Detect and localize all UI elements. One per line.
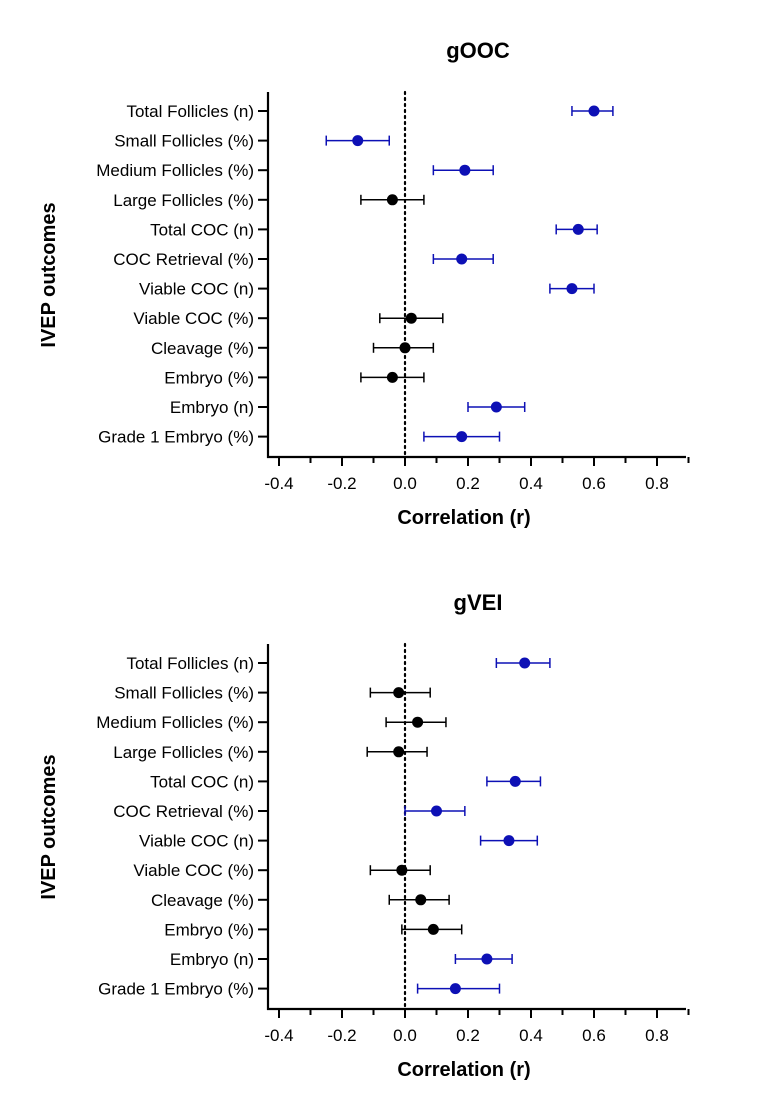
data-point xyxy=(412,716,424,728)
data-point xyxy=(393,687,405,699)
x-tick-label: 0.4 xyxy=(519,1026,543,1045)
category-label: Embryo (%) xyxy=(164,368,254,387)
x-tick-label: 0.0 xyxy=(393,474,417,493)
x-tick-label: 0.2 xyxy=(456,1026,480,1045)
category-label: Grade 1 Embryo (%) xyxy=(98,428,254,447)
data-point xyxy=(566,283,578,295)
category-label: Embryo (n) xyxy=(170,950,254,969)
data-point xyxy=(456,431,468,443)
category-label: Total COC (n) xyxy=(150,220,254,239)
data-point xyxy=(503,835,515,847)
x-tick-label: 0.0 xyxy=(393,1026,417,1045)
data-point xyxy=(490,401,502,413)
category-label: Viable COC (%) xyxy=(133,309,254,328)
x-tick-label: -0.2 xyxy=(327,474,356,493)
category-label: Small Follicles (%) xyxy=(114,132,254,151)
data-point xyxy=(456,253,468,265)
plot-area: -0.4 -0.2 0.0 0.2 0.4 0.6 0.8 Total Follicles (… xyxy=(96,90,690,493)
chart-panel-gvei: gVEI IVEP outcomes Correlation (r) -0.4-… xyxy=(0,552,763,1108)
category-label: Small Follicles (%) xyxy=(114,684,254,703)
forest-plot-gvei: gVEI IVEP outcomes Correlation (r) -0.4-… xyxy=(38,590,690,1081)
data-point xyxy=(393,746,405,758)
x-tick-label: -0.2 xyxy=(327,1026,356,1045)
category-label: Cleavage (%) xyxy=(151,339,254,358)
x-tick-label: 0.2 xyxy=(456,474,480,493)
data-point xyxy=(352,135,364,147)
data-point xyxy=(481,953,493,965)
category-label: Total Follicles (n) xyxy=(126,654,254,673)
x-tick-label: -0.4 xyxy=(264,474,293,493)
data-point xyxy=(431,805,442,817)
chart-title: gVEI xyxy=(454,590,503,615)
y-axis-label: IVEP outcomes xyxy=(38,754,60,899)
data-point xyxy=(449,983,461,995)
data-point xyxy=(588,105,600,117)
category-label: Grade 1 Embryo (%) xyxy=(98,980,254,999)
category-label: Medium Follicles (%) xyxy=(96,161,254,180)
data-point xyxy=(509,775,521,787)
category-label: Large Follicles (%) xyxy=(113,743,254,762)
category-label: Viable COC (n) xyxy=(139,280,254,299)
category-label: Embryo (n) xyxy=(170,398,254,417)
y-axis-label: IVEP outcomes xyxy=(38,202,60,347)
data-point xyxy=(386,194,398,206)
data-point xyxy=(572,223,584,235)
data-point xyxy=(399,342,411,354)
forest-plot-gooc: gOOC IVEP outcomes Correlation (r) -0.4-… xyxy=(38,38,690,529)
chart-panel-gooc: gOOC IVEP outcomes Correlation (r) -0.4-… xyxy=(38,38,690,529)
category-label: Embryo (%) xyxy=(164,920,254,939)
category-label: Total Follicles (n) xyxy=(126,102,254,121)
category-label: Total COC (n) xyxy=(150,772,254,791)
category-label: Cleavage (%) xyxy=(151,891,254,910)
category-label: Viable COC (n) xyxy=(139,832,254,851)
x-tick-label: 0.8 xyxy=(645,474,669,493)
data-point xyxy=(415,894,427,906)
data-point xyxy=(386,371,398,383)
category-label: COC Retrieval (%) xyxy=(113,250,254,269)
category-label: Medium Follicles (%) xyxy=(96,713,254,732)
data-point xyxy=(405,312,417,324)
x-tick-label: 0.8 xyxy=(645,1026,669,1045)
data-point xyxy=(396,864,408,876)
chart-title: gOOC xyxy=(446,38,510,63)
plot-area: -0.4 -0.2 0.0 0.2 0.4 0.6 0.8 Total Follicles (… xyxy=(96,642,690,1045)
x-axis-label: Correlation (r) xyxy=(397,507,530,529)
data-point xyxy=(459,164,471,176)
x-tick-label: 0.6 xyxy=(582,474,606,493)
category-label: Large Follicles (%) xyxy=(113,191,254,210)
category-label: COC Retrieval (%) xyxy=(113,802,254,821)
x-tick-label: 0.6 xyxy=(582,1026,606,1045)
x-axis-label: Correlation (r) xyxy=(397,1059,530,1081)
data-point xyxy=(427,923,439,935)
category-label: Viable COC (%) xyxy=(133,861,254,880)
x-tick-label: 0.4 xyxy=(519,474,543,493)
x-tick-label: -0.4 xyxy=(264,1026,293,1045)
data-point xyxy=(519,657,531,669)
